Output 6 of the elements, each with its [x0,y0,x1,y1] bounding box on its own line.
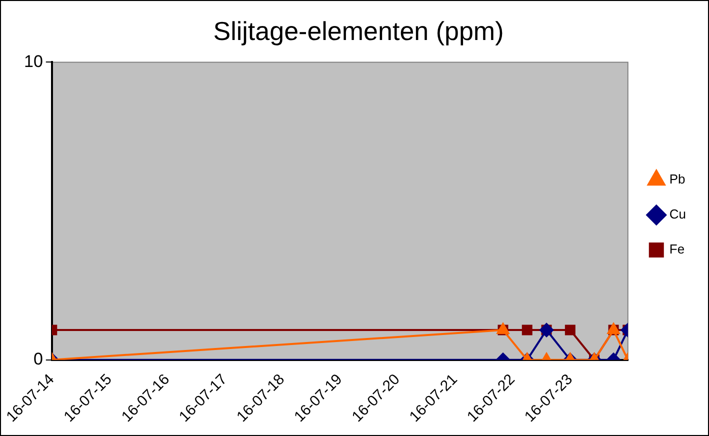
chart-title: Slijtage-elementen (ppm) [213,16,504,46]
y-tick-label: 0 [33,350,43,368]
legend-label: Cu [669,206,686,222]
legend-label: Pb [669,172,686,187]
legend-label: Fe [669,242,685,257]
y-tick-label: 10 [24,52,43,71]
